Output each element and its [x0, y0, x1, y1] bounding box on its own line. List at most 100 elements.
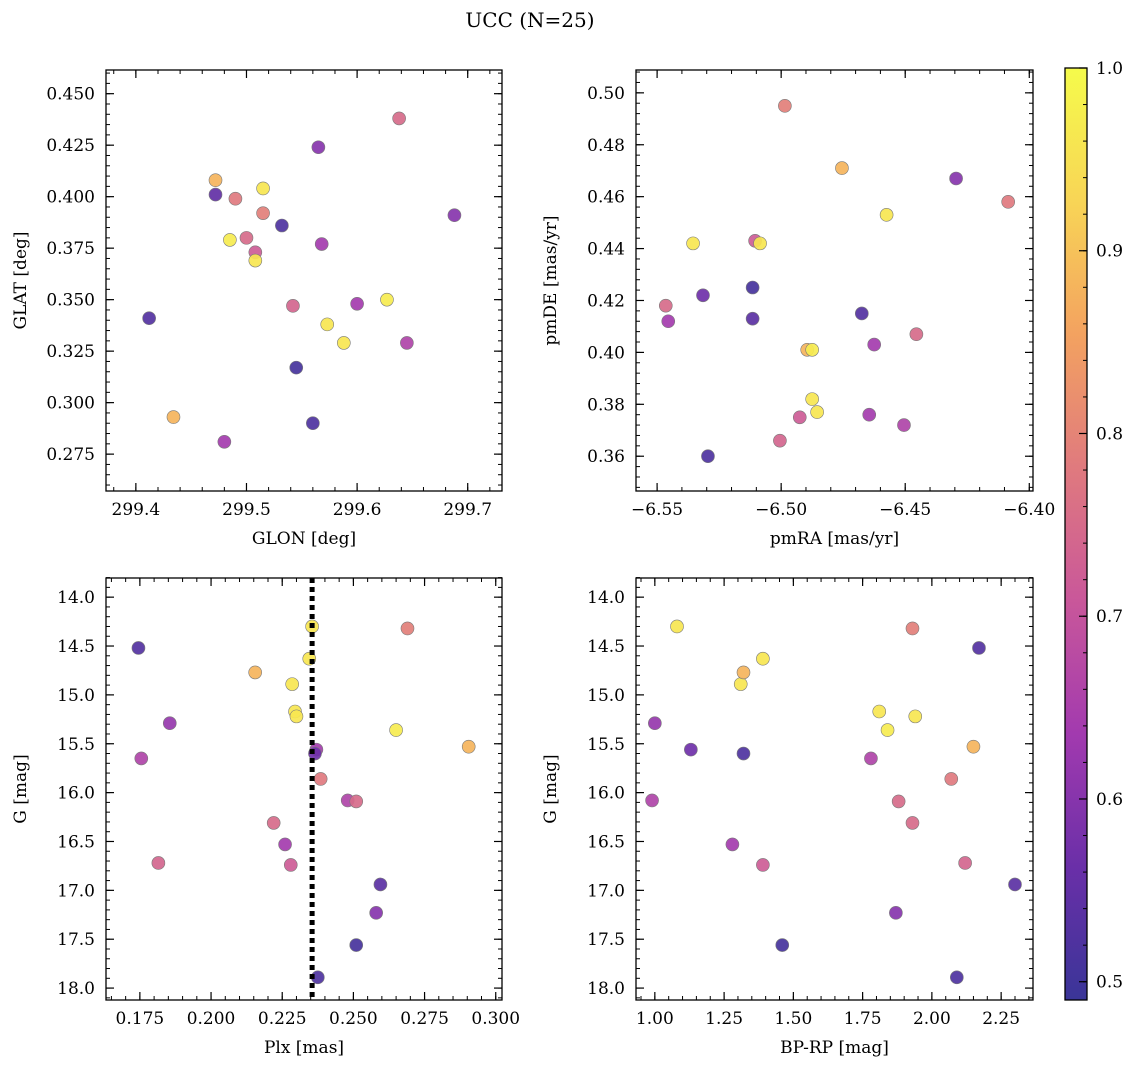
y-tick-label: 0.38	[587, 395, 625, 415]
x-tick-label: 0.275	[400, 1009, 449, 1029]
y-tick-label: 18.0	[587, 979, 625, 999]
data-point	[966, 739, 981, 754]
data-point	[645, 793, 659, 808]
data-point	[283, 858, 298, 872]
data-point	[166, 410, 181, 424]
y-tick-label: 16.5	[587, 832, 625, 852]
x-tick-label: −6.40	[1003, 500, 1055, 520]
data-point	[949, 171, 963, 186]
data-point	[208, 187, 223, 202]
data-point	[745, 311, 760, 326]
colorbar-tick-label: 0.6	[1096, 790, 1123, 810]
data-point	[208, 173, 223, 187]
x-tick-label: 0.225	[258, 1009, 307, 1029]
data-point	[337, 336, 351, 350]
panel-plx-g: 0.175 0.200 0.225 0.250 0.275 0.300 14.0 14.5 15…	[11, 577, 520, 1058]
x-tick-label: 1.50	[774, 1009, 812, 1029]
data-point	[778, 99, 792, 113]
data-point	[753, 236, 767, 251]
data-point	[380, 292, 394, 307]
data-point	[725, 837, 740, 852]
data-point	[684, 742, 698, 757]
y-tick-label: 0.275	[46, 445, 95, 465]
data-point	[696, 288, 710, 303]
x-axis-label: pmRA [mas/yr]	[770, 529, 899, 549]
data-point	[658, 298, 673, 313]
x-tick-label: 299.4	[112, 500, 161, 520]
axes-frame	[105, 69, 503, 492]
data-point	[701, 449, 715, 464]
data-point	[864, 751, 878, 766]
y-tick-label: 0.300	[46, 394, 95, 414]
data-point	[350, 296, 364, 311]
y-tick-label: 15.0	[57, 686, 95, 706]
data-point	[248, 665, 262, 680]
y-axis-label: G [mag]	[541, 754, 561, 823]
x-tick-label: 1.75	[844, 1009, 882, 1029]
data-point	[239, 231, 254, 245]
colorbar-tick-label: 0.7	[1096, 607, 1123, 627]
x-axis-label: GLON [deg]	[252, 529, 356, 549]
data-layer	[645, 619, 1022, 985]
colorbar-gradient	[1064, 67, 1088, 1001]
y-tick-label: 16.0	[57, 784, 95, 804]
data-layer	[142, 111, 462, 449]
data-point	[285, 677, 299, 691]
data-point	[306, 416, 320, 431]
y-tick-label: 14.0	[57, 588, 95, 608]
axes-frame	[105, 577, 503, 1001]
data-point	[909, 327, 924, 342]
axes-frame	[635, 577, 1034, 1001]
data-point	[891, 794, 906, 809]
colorbar-tick-label: 0.8	[1096, 424, 1123, 444]
data-point	[286, 299, 300, 313]
data-point	[447, 208, 462, 223]
data-point	[854, 306, 869, 321]
y-tick-label: 0.325	[46, 342, 95, 362]
data-point	[889, 906, 903, 920]
data-point	[862, 407, 877, 422]
y-tick-label: 0.50	[587, 84, 625, 104]
data-point	[775, 938, 790, 952]
data-point	[248, 253, 263, 268]
data-point	[756, 651, 770, 666]
y-tick-label: 16.0	[587, 784, 625, 804]
data-point	[313, 772, 328, 786]
data-point	[217, 434, 232, 449]
data-point	[256, 206, 270, 220]
data-point	[289, 360, 304, 375]
y-tick-label: 15.5	[587, 735, 625, 755]
x-tick-label: 1.25	[705, 1009, 743, 1029]
data-point	[256, 181, 270, 196]
data-point	[223, 233, 237, 247]
y-tick-label: 14.5	[587, 637, 625, 657]
y-tick-label: 0.44	[587, 240, 625, 260]
colorbar-tick-label: 0.5	[1096, 973, 1123, 993]
x-tick-label: 299.5	[222, 500, 271, 520]
data-point	[670, 619, 684, 634]
axes-frame	[635, 69, 1034, 492]
x-tick-label: 299.6	[333, 500, 382, 520]
x-tick-label: 2.00	[913, 1009, 951, 1029]
data-layer	[131, 578, 476, 1000]
data-point	[461, 739, 476, 754]
data-point	[400, 336, 414, 350]
data-point	[773, 433, 787, 448]
data-point	[228, 191, 243, 206]
y-axis-label: pmDE [mas/yr]	[541, 215, 561, 345]
colorbar-tick-label: 1.0	[1096, 59, 1123, 79]
data-point	[736, 746, 751, 761]
data-point	[835, 161, 849, 175]
data-point	[805, 343, 819, 357]
data-point	[278, 837, 292, 852]
data-point	[1001, 195, 1015, 209]
y-tick-label: 0.46	[587, 188, 625, 208]
data-point	[879, 208, 894, 222]
x-axis-label: BP-RP [mag]	[780, 1038, 889, 1058]
x-tick-label: 0.175	[116, 1009, 165, 1029]
data-point	[950, 970, 964, 985]
y-tick-label: 17.0	[57, 881, 95, 901]
data-point	[162, 716, 177, 731]
x-tick-label: −6.55	[631, 500, 683, 520]
data-point	[142, 311, 156, 325]
